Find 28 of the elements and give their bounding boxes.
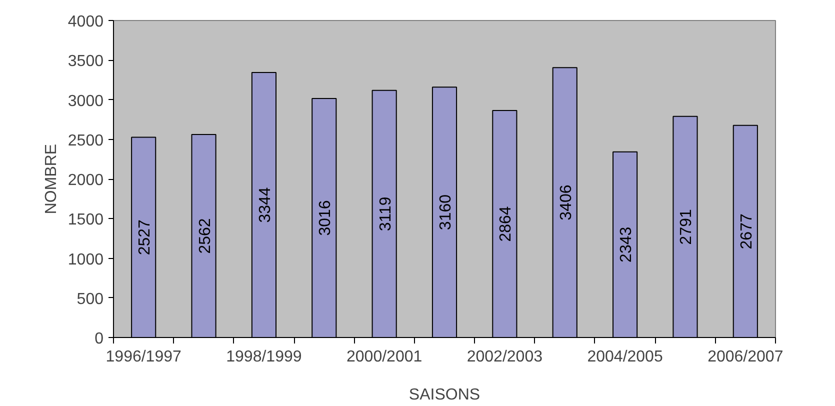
y-tick-label: 1500 xyxy=(68,212,104,229)
y-tick-label: 0 xyxy=(94,330,104,348)
x-tick-label: 2000/2001 xyxy=(346,348,422,366)
x-tick-label: 2004/2005 xyxy=(587,348,663,366)
data-label: 2527 xyxy=(136,219,154,256)
y-tick-label: 3500 xyxy=(68,53,104,70)
data-label: 2791 xyxy=(678,209,696,245)
x-tick-label: 2006/2007 xyxy=(708,348,784,366)
data-label: 2677 xyxy=(738,214,756,250)
data-label: 2562 xyxy=(196,218,214,254)
data-label: 3344 xyxy=(256,187,274,223)
data-label: 3016 xyxy=(317,200,334,236)
y-axis-title: NOMBRE xyxy=(42,144,60,214)
x-tick-label: 2002/2003 xyxy=(466,348,543,366)
data-label: 2343 xyxy=(618,226,636,262)
x-axis-title: SAISONS xyxy=(408,386,480,404)
data-label: 3160 xyxy=(438,194,454,230)
data-label: 3119 xyxy=(377,196,394,232)
y-tick-label: 2000 xyxy=(68,172,104,189)
data-label: 3406 xyxy=(558,184,575,220)
data-label: 2864 xyxy=(498,206,515,242)
y-tick-label: 2500 xyxy=(68,132,104,150)
y-tick-label: 1000 xyxy=(68,251,104,268)
x-tick-label: 1998/1999 xyxy=(226,348,302,366)
y-tick-label: 4000 xyxy=(68,14,104,30)
x-tick-label: 1996/1997 xyxy=(106,348,182,366)
y-tick-label: 500 xyxy=(76,290,104,308)
y-tick-label: 3000 xyxy=(68,92,104,110)
